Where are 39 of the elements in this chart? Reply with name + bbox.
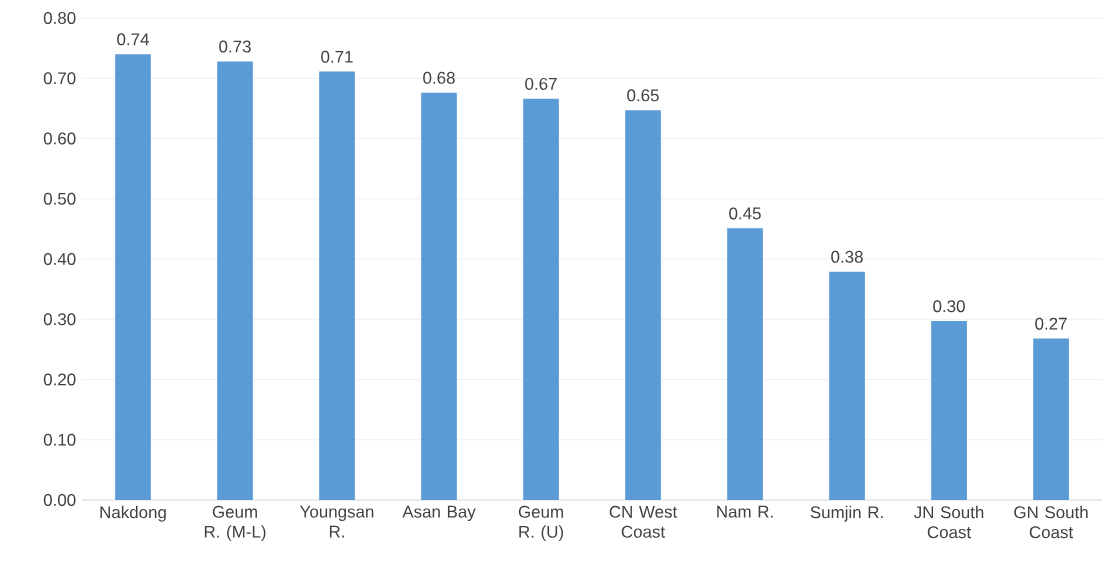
y-tick-label: 0.20: [43, 373, 76, 386]
bar: [931, 321, 967, 500]
data-label: 0.67: [525, 77, 557, 90]
data-label: 0.38: [831, 250, 863, 263]
data-label: 0.73: [219, 40, 251, 53]
y-tick-label: 0.60: [43, 132, 76, 145]
bar: [319, 71, 355, 500]
bar: [217, 61, 253, 500]
data-label: 0.74: [117, 33, 149, 46]
x-tick-label: Asan Bay: [402, 505, 476, 522]
x-tick-label: Youngsan R.: [300, 505, 374, 538]
x-tick-label: Geum R. (U): [518, 505, 564, 542]
data-label: 0.27: [1035, 317, 1067, 330]
x-tick-label: Nam R.: [717, 505, 773, 518]
x-tick-label: Sumjin R.: [810, 505, 883, 522]
x-tick-label: JN South Coast: [914, 505, 984, 539]
bar: [1033, 338, 1069, 500]
x-tick-label: Nakdong: [100, 505, 166, 522]
data-label: 0.71: [321, 50, 353, 63]
x-tick-label: CN West Coast: [609, 505, 678, 538]
bar: [115, 54, 151, 500]
data-label: 0.68: [423, 71, 455, 84]
data-label: 0.30: [933, 300, 965, 313]
y-tick-label: 0.10: [43, 433, 76, 446]
y-tick-label: 0.00: [43, 494, 76, 506]
bar: [421, 92, 457, 500]
y-tick-label: 0.50: [43, 192, 76, 205]
x-tick-label: GN South Coast: [1014, 505, 1088, 539]
data-label: 0.65: [627, 89, 659, 102]
data-label: 0.45: [729, 207, 761, 220]
bar: [523, 98, 559, 500]
y-tick-label: 0.30: [43, 313, 76, 326]
x-tick-label: Geum R. (M-L): [204, 505, 266, 542]
bar: [829, 271, 865, 500]
bar: [727, 228, 763, 500]
y-tick-label: 0.70: [43, 72, 76, 85]
bar: [625, 110, 661, 500]
y-tick-label: 0.80: [43, 12, 76, 24]
y-tick-label: 0.40: [43, 253, 76, 265]
